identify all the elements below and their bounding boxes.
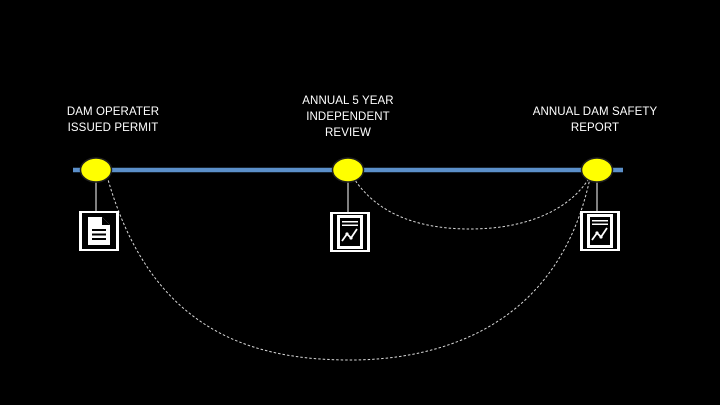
milestone-label-permit: DAM OPERATER ISSUED PERMIT — [38, 104, 188, 136]
label-line: ISSUED PERMIT — [67, 122, 159, 134]
arc-permit-to-safety — [106, 175, 591, 361]
label-line: ANNUAL DAM SAFETY — [532, 106, 658, 118]
milestone-node-safety[interactable] — [580, 157, 614, 183]
label-line: INDEPENDENT — [306, 111, 390, 123]
milestone-label-review: ANNUAL 5 YEAR INDEPENDENT REVIEW — [273, 93, 423, 141]
milestone-node-permit[interactable] — [79, 157, 113, 183]
document-icon — [79, 211, 119, 251]
label-line: REPORT — [570, 122, 620, 134]
milestone-label-safety: ANNUAL DAM SAFETY REPORT — [520, 104, 670, 136]
report-chart-icon — [330, 212, 370, 252]
label-line: ANNUAL 5 YEAR — [302, 95, 394, 107]
label-line: DAM OPERATER — [66, 106, 160, 118]
report-chart-icon — [580, 211, 620, 251]
arc-review-to-safety — [352, 176, 589, 230]
milestone-node-review[interactable] — [331, 157, 365, 183]
label-line: REVIEW — [325, 127, 371, 139]
